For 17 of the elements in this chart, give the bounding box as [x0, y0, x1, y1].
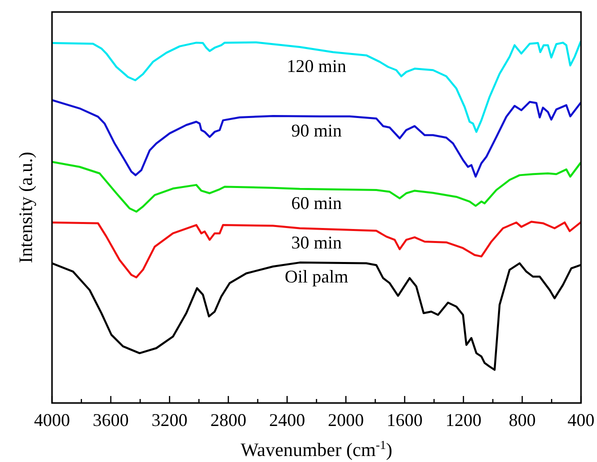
- x-tick-label: 2400: [269, 410, 306, 430]
- series-label: Oil palm: [284, 266, 348, 287]
- x-tick-label: 800: [508, 410, 536, 430]
- series-label: 60 min: [291, 192, 342, 213]
- x-tick-label: 2000: [328, 410, 364, 430]
- y-axis-title: Intensity (a.u.): [16, 152, 37, 264]
- x-tick-label: 1600: [386, 410, 423, 430]
- x-tick-label: 4000: [34, 410, 70, 430]
- x-tick-label: 1200: [445, 410, 482, 430]
- series-label: 90 min: [291, 120, 342, 140]
- series-label: 30 min: [291, 232, 342, 252]
- x-axis-title: Wavenumber (cm$^{-1}$): [240, 438, 392, 461]
- x-tick-label: 3200: [152, 410, 188, 430]
- x-tick-label: 400: [568, 410, 594, 430]
- x-tick-label: 3600: [92, 410, 129, 430]
- series-label: 120 min: [286, 56, 346, 76]
- x-tick-label: 2800: [210, 410, 246, 430]
